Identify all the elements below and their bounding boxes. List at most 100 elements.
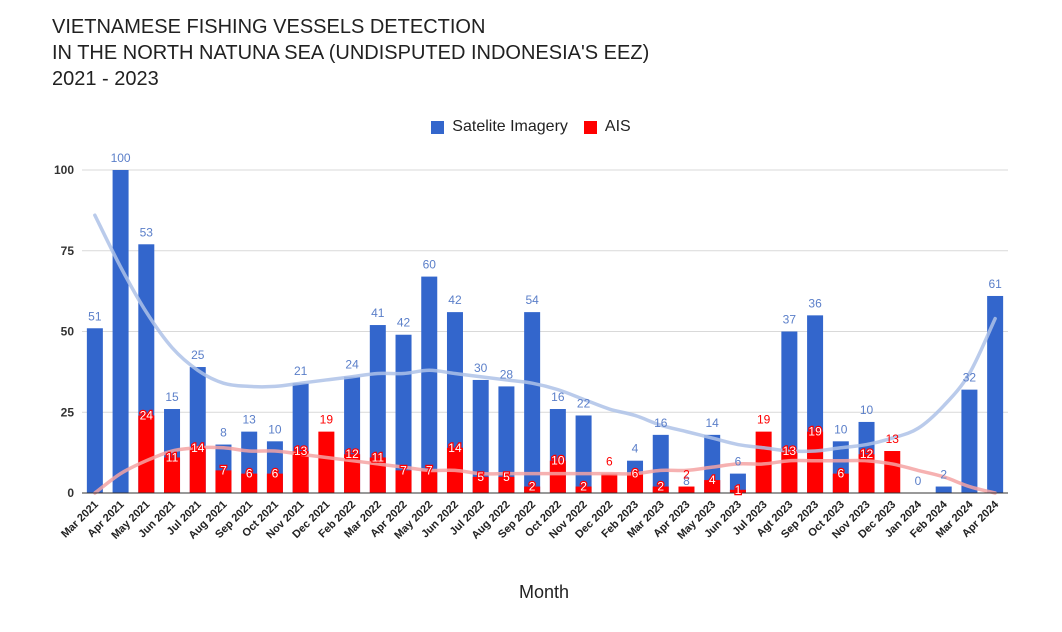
data-label-ais: 2	[657, 480, 664, 494]
bar-ais	[704, 480, 721, 493]
data-label-ais: 7	[220, 463, 227, 477]
legend-item-satellite: Satelite Imagery	[431, 118, 568, 136]
bar-ais	[421, 470, 438, 493]
data-label-satellite: 42	[397, 316, 411, 330]
legend-swatch-satellite	[431, 120, 445, 134]
data-label-satellite: 32	[963, 371, 977, 385]
data-label-ais: 2	[580, 480, 587, 494]
data-label-ais: 13	[783, 444, 797, 458]
data-label-ais: 19	[808, 425, 822, 439]
bar-ais	[601, 473, 618, 493]
y-tick-label: 100	[54, 163, 74, 177]
data-label-satellite: 22	[577, 396, 591, 410]
y-tick-label: 0	[67, 486, 74, 500]
data-label-ais: 13	[886, 432, 900, 446]
bar-satellite	[961, 389, 978, 493]
bar-satellite	[112, 170, 129, 493]
data-label-satellite: 6	[735, 455, 742, 469]
bar-satellite	[729, 473, 746, 493]
bar-satellite	[86, 328, 103, 493]
bar-ais	[524, 486, 541, 493]
legend-swatch-ais	[583, 120, 597, 134]
chart-title-line-1: VIETNAMESE FISHING VESSELS DETECTION	[52, 16, 486, 38]
bar-satellite	[524, 312, 541, 493]
bar-ais	[498, 476, 515, 493]
data-label-satellite: 60	[423, 258, 437, 272]
bar-ais	[164, 457, 181, 493]
bar-ais	[318, 431, 335, 493]
data-label-satellite: 8	[683, 474, 690, 488]
data-label-ais: 24	[140, 408, 154, 422]
data-label-ais: 6	[606, 455, 613, 469]
x-axis-title: Month	[518, 582, 570, 602]
chart-title-line-3: 2021 - 2023	[52, 68, 159, 90]
bar-ais	[395, 470, 412, 493]
bar-satellite	[472, 379, 489, 493]
data-label-ais: 10	[551, 454, 565, 468]
data-label-satellite: 10	[834, 422, 848, 436]
data-label-ais: 19	[320, 413, 334, 427]
bar-ais	[832, 473, 849, 493]
data-label-satellite: 16	[551, 390, 565, 404]
data-label-ais: 7	[426, 463, 433, 477]
data-label-satellite: 13	[243, 413, 257, 427]
data-label-satellite: 25	[191, 348, 205, 362]
bar-satellite	[704, 434, 721, 493]
data-label-satellite: 15	[165, 390, 179, 404]
legend-label-ais: AIS	[604, 118, 631, 135]
trendline-ais	[93, 445, 997, 495]
data-label-satellite: 30	[474, 361, 488, 375]
y-tick-label: 75	[61, 244, 75, 258]
bar-satellite	[935, 486, 952, 493]
data-label-satellite: 4	[632, 442, 639, 456]
data-label-ais: 14	[191, 441, 205, 455]
bar-ais	[189, 447, 206, 493]
data-label-ais: 14	[448, 441, 462, 455]
bar-ais	[652, 486, 669, 493]
bar-ais	[549, 460, 566, 493]
data-label-ais: 11	[166, 450, 179, 464]
bar-ais	[138, 415, 155, 493]
bar-ais	[884, 451, 901, 493]
data-label-ais: 6	[246, 467, 253, 481]
trendline-satellite	[93, 213, 997, 454]
data-label-ais: 19	[757, 413, 771, 427]
data-label-satellite: 10	[860, 403, 874, 417]
bar-satellite	[987, 295, 1004, 493]
data-label-satellite: 24	[345, 358, 359, 372]
bar-ais	[627, 473, 644, 493]
data-label-ais: 12	[860, 447, 874, 461]
data-label-ais: 6	[632, 467, 639, 481]
data-label-ais: 1	[735, 483, 742, 497]
data-label-satellite: 100	[111, 151, 131, 165]
data-label-satellite: 8	[220, 426, 227, 440]
data-label-ais: 4	[709, 473, 716, 487]
data-label-ais: 2	[683, 468, 690, 482]
data-label-satellite: 54	[525, 293, 539, 307]
data-label-ais: 2	[529, 480, 536, 494]
bar-ais	[678, 486, 695, 493]
y-tick-label: 25	[61, 405, 75, 419]
bar-ais	[266, 473, 283, 493]
bar-ais	[292, 451, 309, 493]
data-label-satellite: 16	[654, 416, 668, 430]
chart-title-line-2: IN THE NORTH NATUNA SEA (UNDISPUTED INDO…	[52, 42, 650, 64]
data-label-satellite: 53	[140, 225, 154, 239]
bar-ais	[215, 470, 232, 493]
data-label-satellite: 21	[294, 364, 308, 378]
data-label-ais: 12	[345, 447, 359, 461]
data-label-satellite: 14	[706, 416, 720, 430]
bar-ais	[472, 476, 489, 493]
bar-satellite	[652, 434, 669, 493]
bar-ais	[858, 454, 875, 493]
data-label-satellite: 37	[783, 313, 797, 327]
chart-legend: Satelite Imagery AIS	[0, 118, 1062, 136]
data-label-satellite: 10	[268, 422, 282, 436]
data-label-satellite: 51	[88, 309, 102, 323]
legend-item-ais: AIS	[583, 118, 631, 136]
y-tick-label: 50	[61, 325, 75, 339]
bar-ais	[241, 473, 258, 493]
data-label-satellite: 61	[988, 277, 1002, 291]
bar-satellite	[369, 325, 386, 493]
